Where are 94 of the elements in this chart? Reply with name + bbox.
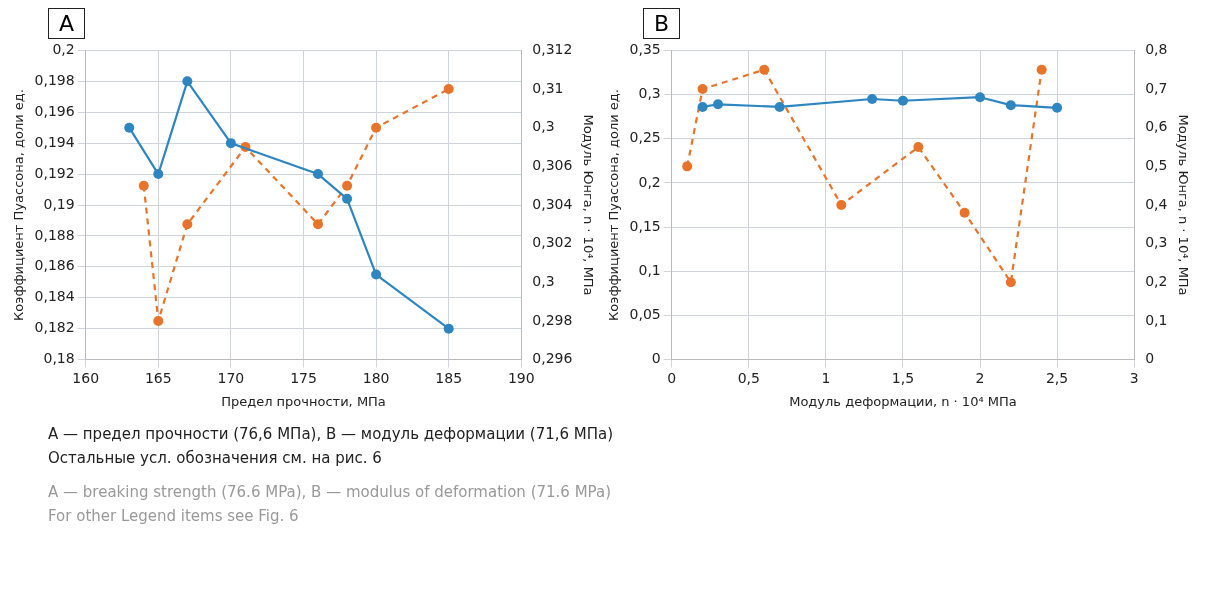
y2-tick-label: 0,31: [532, 79, 564, 96]
y2-axis-title: Модуль Юнга, n · 10⁴, МПа: [1175, 114, 1191, 296]
x-axis-title: Модуль деформации, n · 10⁴ МПа: [789, 393, 1017, 409]
x-axis-title: Предел прочности, МПа: [221, 393, 386, 409]
y-tick-label: 0: [651, 350, 661, 367]
point: [182, 76, 193, 87]
point: [443, 84, 454, 95]
y2-tick-label: 0,6: [1145, 118, 1168, 135]
point: [225, 138, 236, 149]
x-tick-label: 1: [821, 369, 831, 386]
point: [867, 93, 878, 104]
point: [1005, 100, 1016, 111]
point: [975, 92, 986, 103]
point: [836, 200, 847, 210]
x-tick-label: 180: [362, 369, 390, 386]
point: [913, 142, 924, 153]
y2-tick-label: 0,3: [532, 118, 555, 135]
y-tick-label: 0,184: [34, 288, 75, 305]
y-tick-label: 0,2: [638, 173, 661, 190]
point: [313, 219, 324, 230]
y-tick-label: 0,35: [629, 41, 661, 58]
x-tick-label: 165: [144, 369, 172, 386]
point: [697, 101, 708, 112]
y2-tick-label: 0,2: [1145, 272, 1168, 289]
y-tick-label: 0,196: [34, 102, 75, 119]
point: [342, 193, 353, 204]
point: [443, 323, 454, 334]
y-tick-label: 0,188: [34, 226, 75, 243]
y-tick-label: 0,18: [43, 350, 75, 367]
point: [138, 180, 149, 191]
x-tick-label: 2,5: [1045, 369, 1069, 386]
text: Остальные усл. обозначения см. на рис. 6: [48, 448, 383, 469]
chart-title: B: [643, 8, 681, 39]
y2-tick-label: 0,4: [1145, 195, 1168, 212]
y2-tick-label: 0,302: [532, 234, 573, 251]
y2-tick-label: 0,298: [532, 311, 573, 328]
y2-tick-label: 0,8: [1145, 41, 1168, 58]
y2-tick-label: 0,296: [532, 350, 573, 367]
point: [124, 122, 135, 133]
point: [759, 64, 770, 75]
y-tick-label: 0,19: [43, 195, 75, 212]
y2-tick-label: 0,304: [532, 195, 573, 212]
point: [682, 161, 693, 172]
x-tick-label: 190: [507, 369, 535, 386]
x-tick-label: 175: [290, 369, 317, 386]
point: [959, 207, 970, 218]
y-tick-label: 0,15: [629, 217, 661, 234]
y-tick-label: 0,1: [638, 261, 661, 278]
y2-tick-label: 0,3: [532, 272, 555, 289]
y2-tick-label: 0,5: [1145, 156, 1168, 173]
point: [313, 169, 324, 180]
point: [1052, 102, 1063, 113]
y-tick-label: 0,25: [629, 129, 661, 146]
x-tick-label: 160: [72, 369, 100, 386]
x-tick-label: 1,5: [891, 369, 915, 386]
point: [774, 101, 785, 112]
x-tick-label: 0: [667, 369, 677, 386]
y2-tick-label: 0,312: [532, 41, 573, 58]
y-tick-label: 0,186: [34, 257, 75, 274]
x-tick-label: 3: [1129, 369, 1139, 386]
point: [697, 84, 708, 95]
y2-tick-label: 0: [1145, 350, 1155, 367]
point: [342, 180, 353, 191]
point: [713, 99, 724, 110]
point: [182, 219, 193, 230]
y-axis-title: Коэффициент Пуассона, доли ед.: [606, 89, 622, 321]
text: For other Legend items see Fig. 6: [48, 506, 300, 527]
x-tick-label: 170: [217, 369, 245, 386]
point: [371, 122, 382, 133]
point: [1036, 64, 1047, 75]
y2-axis-title: Модуль Юнга, n · 10⁴, МПа: [580, 114, 596, 296]
y-tick-label: 0,3: [638, 85, 661, 102]
point: [371, 269, 382, 280]
y-axis-title: Коэффициент Пуассона, доли ед.: [11, 89, 27, 321]
y2-tick-label: 0,1: [1145, 311, 1168, 328]
x-tick-label: 2: [975, 369, 985, 386]
point: [153, 315, 164, 326]
x-tick-label: 185: [435, 369, 463, 386]
y-tick-label: 0,182: [34, 319, 75, 336]
text: A — breaking strength (76.6 MPa), B — modulus of deformation (71.6 MPa): [48, 482, 612, 503]
y-tick-label: 0,194: [34, 133, 75, 150]
point: [1005, 277, 1016, 288]
y-tick-label: 0,192: [34, 164, 75, 181]
y-tick-label: 0,05: [629, 306, 661, 323]
y2-tick-label: 0,306: [532, 156, 573, 173]
text: А — предел прочности (76,6 МПа), В — модуль деформации (71,6 МПа): [48, 424, 615, 445]
chart-title: A: [48, 8, 86, 39]
y-tick-label: 0,198: [34, 71, 75, 88]
y2-tick-label: 0,3: [1145, 234, 1168, 251]
y-tick-label: 0,2: [52, 41, 75, 58]
point: [897, 95, 908, 106]
point: [153, 169, 164, 180]
x-tick-label: 0,5: [737, 369, 760, 386]
y2-tick-label: 0,7: [1145, 79, 1168, 96]
